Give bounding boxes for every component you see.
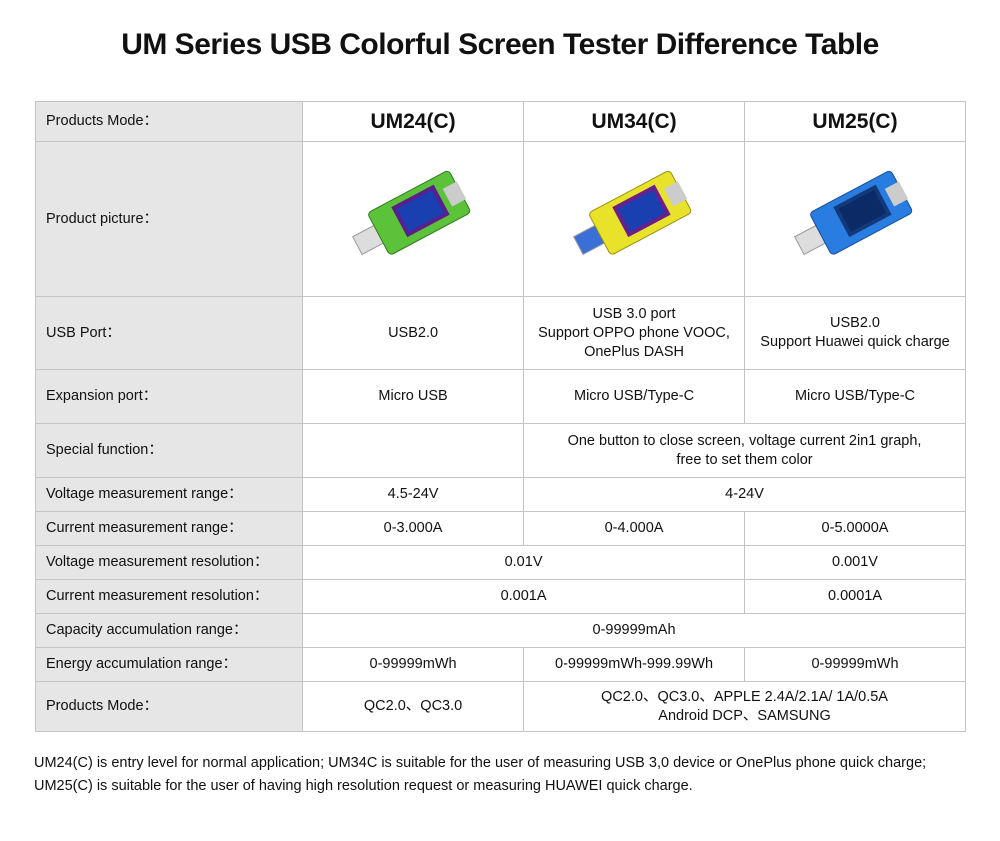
row-label: Expansion port： bbox=[34, 369, 304, 424]
cell: 0-4.000A bbox=[523, 511, 746, 546]
cell-line: Support OPPO phone VOOC, bbox=[538, 324, 730, 341]
row-label: Voltage measurement resolution： bbox=[34, 545, 304, 580]
cell: QC2.0、QC3.0 bbox=[302, 681, 525, 732]
row-label: Voltage measurement range： bbox=[34, 477, 304, 512]
comparison-table: Products Mode： UM24(C) UM34(C) UM25(C) P… bbox=[34, 101, 966, 732]
row-label: USB Port： bbox=[34, 296, 304, 370]
empty-cell bbox=[302, 423, 525, 478]
product-image bbox=[744, 141, 966, 297]
cell: 0.01V bbox=[302, 545, 746, 580]
row-label: Energy accumulation range： bbox=[34, 647, 304, 682]
cell: Micro USB/Type-C bbox=[523, 369, 746, 424]
cell-line: free to set them color bbox=[676, 451, 813, 468]
cell: 0-99999mWh bbox=[744, 647, 966, 682]
cell: One button to close screen, voltage curr… bbox=[523, 423, 966, 478]
cell-line: Support Huawei quick charge bbox=[760, 334, 950, 350]
cell: 0-99999mWh-999.99Wh bbox=[523, 647, 746, 682]
product-image bbox=[302, 141, 525, 297]
row-label: Current measurement range： bbox=[34, 511, 304, 546]
cell: Micro USB/Type-C bbox=[744, 369, 966, 424]
device-um25 bbox=[794, 170, 913, 256]
page-title: UM Series USB Colorful Screen Tester Dif… bbox=[121, 28, 879, 61]
cell: 0-5.0000A bbox=[744, 511, 966, 546]
cell-line: USB2.0 bbox=[830, 315, 880, 331]
cell: QC2.0、QC3.0、APPLE 2.4A/2.1A/ 1A/0.5A Andr… bbox=[523, 681, 966, 732]
cell: 0.0001A bbox=[744, 579, 966, 614]
cell: 0.001A bbox=[302, 579, 746, 614]
cell-line: QC2.0、QC3.0、APPLE 2.4A/2.1A/ 1A/0.5A bbox=[601, 688, 888, 705]
cell: USB2.0 Support Huawei quick charge bbox=[744, 296, 966, 370]
cell: 0-99999mWh bbox=[302, 647, 525, 682]
header-cell: UM25(C) bbox=[744, 101, 966, 142]
row-label: Products Mode： bbox=[34, 681, 304, 732]
row-label: Current measurement resolution： bbox=[34, 579, 304, 614]
cell-line: OnePlus DASH bbox=[584, 343, 684, 360]
header-label: Products Mode： bbox=[34, 101, 304, 142]
cell: USB2.0 bbox=[302, 296, 525, 370]
row-label: Special function： bbox=[34, 423, 304, 478]
cell-line: One button to close screen, voltage curr… bbox=[567, 432, 922, 449]
cell: 0-99999mAh bbox=[302, 613, 966, 648]
device-um24 bbox=[352, 170, 471, 256]
row-label: Product picture： bbox=[34, 141, 304, 297]
cell: USB 3.0 port Support OPPO phone VOOC, OneP… bbox=[523, 296, 746, 370]
cell: 0.001V bbox=[744, 545, 966, 580]
cell: 0-3.000A bbox=[302, 511, 525, 546]
footer-line: UM24(C) is entry level for normal applic… bbox=[34, 755, 927, 771]
product-image bbox=[523, 141, 746, 297]
header-cell: UM34(C) bbox=[523, 101, 746, 142]
cell-line: USB 3.0 port bbox=[592, 305, 676, 322]
cell: 4.5-24V bbox=[302, 477, 525, 512]
cell-line: Android DCP、SAMSUNG bbox=[658, 707, 831, 724]
row-label: Capacity accumulation range： bbox=[34, 613, 304, 648]
cell: 4-24V bbox=[523, 477, 966, 512]
device-um34 bbox=[573, 170, 692, 256]
footer-line: UM25(C) is suitable for the user of havi… bbox=[34, 778, 693, 794]
footer: UM24(C) is entry level for normal applic… bbox=[34, 752, 926, 798]
cell: Micro USB bbox=[302, 369, 525, 424]
header-cell: UM24(C) bbox=[302, 101, 525, 142]
